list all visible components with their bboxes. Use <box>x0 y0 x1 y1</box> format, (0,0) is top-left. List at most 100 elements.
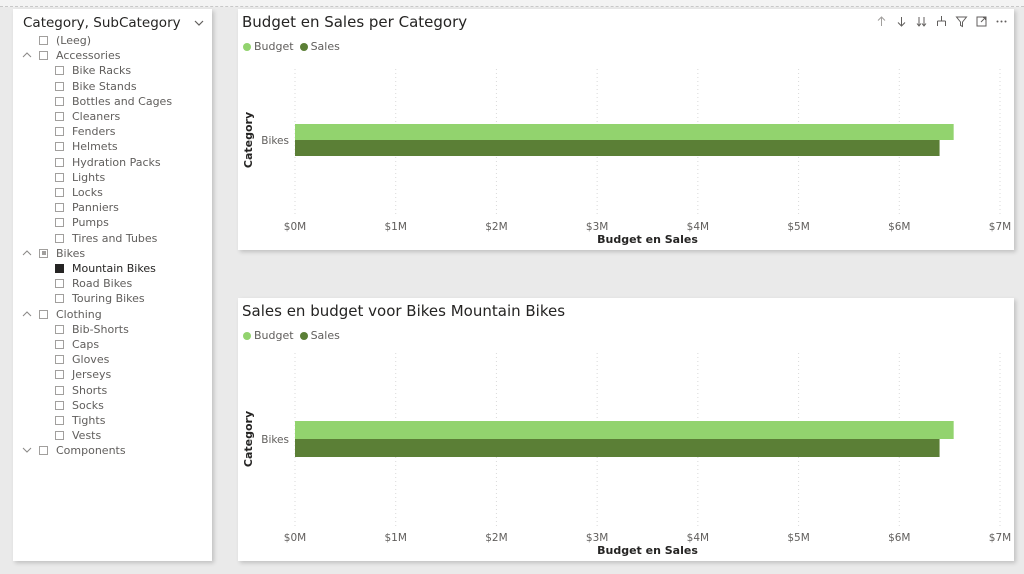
legend-label-sales: Sales <box>310 40 340 53</box>
slicer-item[interactable]: Fenders <box>55 124 115 139</box>
slicer-item[interactable]: Bib-Shorts <box>55 322 129 337</box>
slicer-checkbox[interactable] <box>55 431 64 441</box>
more-options-icon[interactable] <box>995 15 1008 28</box>
slicer-checkbox[interactable] <box>55 355 64 365</box>
slicer-item[interactable]: Vests <box>55 428 101 443</box>
filter-icon[interactable] <box>955 15 968 28</box>
slicer-checkbox[interactable] <box>55 66 64 76</box>
slicer-item-label: Locks <box>72 186 103 199</box>
slicer-item[interactable]: Components <box>22 443 126 458</box>
chevron-down-icon[interactable] <box>193 17 205 29</box>
slicer-item[interactable]: Road Bikes <box>55 276 132 291</box>
slicer-item-label: Mountain Bikes <box>72 262 156 275</box>
slicer-item-label: Lights <box>72 170 106 184</box>
slicer-item[interactable]: (Leeg) <box>39 33 91 48</box>
slicer-checkbox[interactable] <box>39 248 48 258</box>
x-axis-title: Budget en Sales <box>597 233 698 246</box>
slicer-checkbox[interactable] <box>55 264 64 273</box>
category-subcategory-slicer[interactable]: Category, SubCategory (Leeg) Accessories B… <box>13 9 212 561</box>
legend-item-sales[interactable]: Sales <box>299 329 340 342</box>
slicer-checkbox[interactable] <box>55 142 64 152</box>
slicer-item[interactable]: Jerseys <box>55 367 111 382</box>
bar-sales <box>295 439 940 457</box>
slicer-item-label: Panniers <box>72 201 119 215</box>
slicer-item[interactable]: Caps <box>55 337 99 352</box>
chevron-up-icon[interactable] <box>22 50 32 60</box>
slicer-item-label: Bike Racks <box>72 64 132 78</box>
chevron-down-icon[interactable] <box>22 445 32 455</box>
sales-budget-mountain-bikes-visual[interactable]: Sales en budget voor Bikes Mountain Bike… <box>238 298 1014 561</box>
slicer-checkbox[interactable] <box>55 340 64 349</box>
slicer-checkbox[interactable] <box>55 203 64 213</box>
legend-item-budget[interactable]: Budget <box>243 329 294 342</box>
slicer-checkbox[interactable] <box>55 385 64 395</box>
slicer-item[interactable]: Locks <box>55 185 103 200</box>
slicer-checkbox[interactable] <box>55 279 64 289</box>
slicer-item[interactable]: Tires and Tubes <box>55 231 157 246</box>
slicer-item[interactable]: Bike Stands <box>55 79 137 94</box>
slicer-item[interactable]: Pumps <box>55 215 109 230</box>
legend-item-sales[interactable]: Sales <box>299 40 340 53</box>
x-tick-label: $1M <box>385 221 407 233</box>
drill-up-icon[interactable] <box>875 15 888 28</box>
slicer-item[interactable]: Hydration Packs <box>55 155 161 170</box>
slicer-checkbox[interactable] <box>55 188 64 197</box>
slicer-checkbox[interactable] <box>39 51 48 61</box>
slicer-item-label: Fenders <box>72 125 116 139</box>
chevron-up-icon[interactable] <box>22 248 32 258</box>
visual-header-toolbar <box>868 15 1008 28</box>
slicer-item[interactable]: Tights <box>55 413 105 428</box>
slicer-item-label: Gloves <box>72 353 110 367</box>
slicer-item[interactable]: Accessories <box>22 48 120 63</box>
legend-item-budget[interactable]: Budget <box>243 40 294 53</box>
slicer-item-label: Pumps <box>72 216 109 230</box>
x-tick-label: $5M <box>787 221 809 233</box>
slicer-item[interactable]: Cleaners <box>55 109 120 124</box>
slicer-item-label: Hydration Packs <box>72 155 161 169</box>
slicer-checkbox[interactable] <box>55 157 64 167</box>
slicer-item[interactable]: Shorts <box>55 383 107 398</box>
slicer-item[interactable]: Touring Bikes <box>55 291 145 306</box>
focus-mode-icon[interactable] <box>975 15 988 28</box>
slicer-checkbox[interactable] <box>55 416 64 425</box>
slicer-item[interactable]: Mountain Bikes <box>55 261 156 276</box>
slicer-item[interactable]: Gloves <box>55 352 109 367</box>
slicer-item[interactable]: Bottles and Cages <box>55 94 172 109</box>
visual-title: Budget en Sales per Category <box>242 13 468 31</box>
slicer-checkbox[interactable] <box>55 324 64 334</box>
slicer-checkbox[interactable] <box>55 96 64 106</box>
budget-sales-per-category-visual[interactable]: Budget en Sales per Category Budget Sale… <box>238 9 1014 250</box>
slicer-checkbox[interactable] <box>55 112 64 121</box>
x-tick-label: $7M <box>989 532 1011 544</box>
slicer-item-label: Socks <box>72 398 104 412</box>
bar-budget <box>295 124 954 140</box>
chevron-up-icon[interactable] <box>22 309 32 319</box>
slicer-item-label: Shorts <box>72 383 108 397</box>
y-category-label: Bikes <box>261 434 289 446</box>
slicer-checkbox[interactable] <box>39 446 48 456</box>
slicer-item[interactable]: Panniers <box>55 200 119 215</box>
slicer-item[interactable]: Bike Racks <box>55 63 131 78</box>
expand-hierarchy-icon[interactable] <box>935 15 948 28</box>
slicer-checkbox[interactable] <box>55 400 64 410</box>
slicer-checkbox[interactable] <box>55 218 64 228</box>
x-axis-title: Budget en Sales <box>597 544 698 557</box>
slicer-checkbox[interactable] <box>55 294 64 304</box>
slicer-checkbox[interactable] <box>55 172 64 182</box>
slicer-item[interactable]: Lights <box>55 170 105 185</box>
slicer-checkbox[interactable] <box>55 127 64 137</box>
expand-next-level-icon[interactable] <box>915 15 928 28</box>
slicer-checkbox[interactable] <box>55 81 64 91</box>
slicer-item[interactable]: Clothing <box>22 307 102 322</box>
slicer-item-label: Cleaners <box>72 110 121 123</box>
slicer-checkbox[interactable] <box>39 309 48 319</box>
slicer-item-label: Bikes <box>56 246 86 260</box>
legend-label-budget: Budget <box>254 329 294 342</box>
slicer-checkbox[interactable] <box>55 233 64 243</box>
slicer-item[interactable]: Helmets <box>55 139 118 154</box>
slicer-item[interactable]: Bikes <box>22 246 86 261</box>
slicer-item[interactable]: Socks <box>55 398 104 413</box>
slicer-checkbox[interactable] <box>55 370 64 380</box>
slicer-checkbox[interactable] <box>39 36 48 45</box>
drill-down-icon[interactable] <box>895 15 908 28</box>
